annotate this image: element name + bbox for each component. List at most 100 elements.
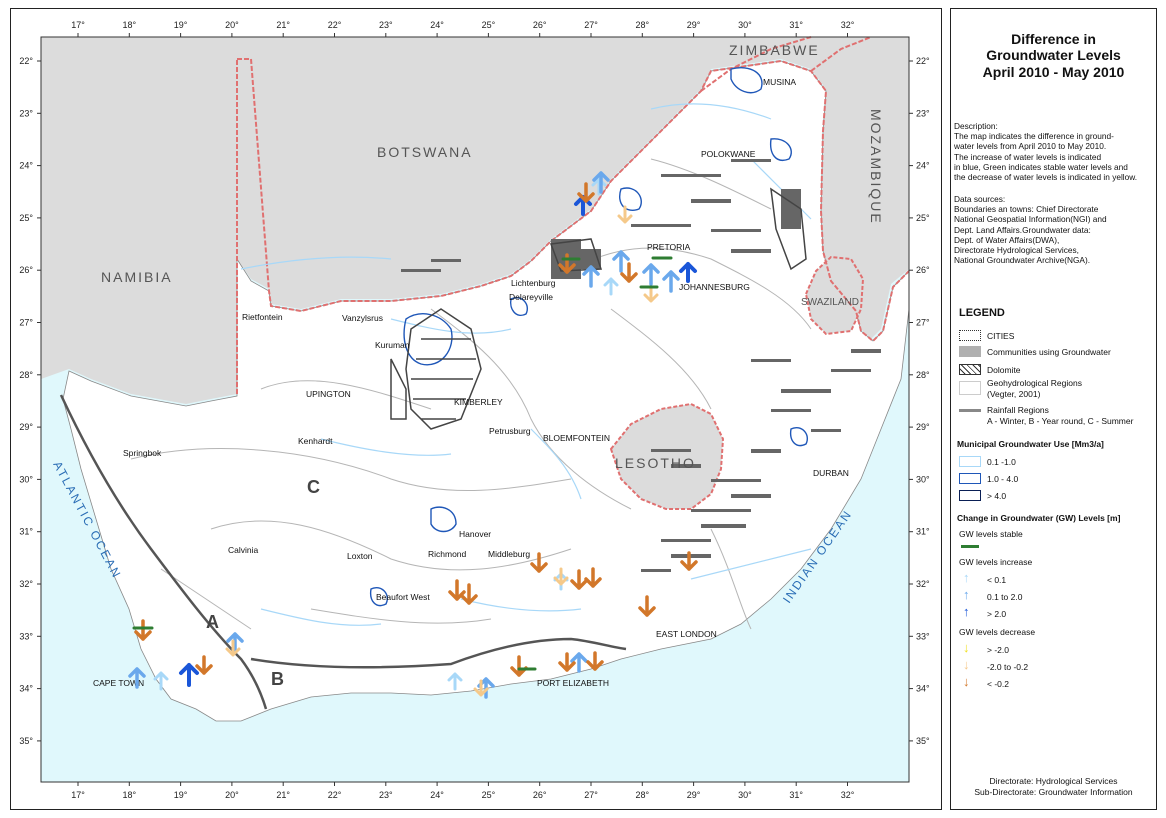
border-line <box>700 36 812 92</box>
gw-decrease-small-arrow <box>620 262 638 283</box>
latitude-tick-label: 23° <box>916 108 930 118</box>
latitude-tick-label: 31° <box>19 527 33 537</box>
gw-decrease-small-arrow <box>638 595 656 617</box>
data-sources: Data sources: Boundaries an towns: Chief… <box>954 194 1107 266</box>
latitude-tick-label: 24° <box>916 161 930 171</box>
longitude-tick-label: 20° <box>225 20 239 30</box>
gw-decrease-small-arrow <box>195 655 213 675</box>
longitude-tick-label: 31° <box>789 20 803 30</box>
gw-decrease-small-arrow <box>586 651 604 671</box>
map-title-line-3: April 2010 - May 2010 <box>982 64 1125 80</box>
longitude-tick-label: 19° <box>174 20 188 30</box>
map-description: Description: The map indicates the diffe… <box>954 121 1138 183</box>
footer-sub-directorate: Sub-Directorate: Groundwater Information <box>974 787 1133 797</box>
city-vanzylsrus: Vanzylsrus <box>342 313 383 323</box>
longitude-tick-label: 17° <box>71 790 85 800</box>
border-line <box>810 36 872 72</box>
gw-increase-mid-arrow <box>582 265 600 288</box>
municipal-use-title: Municipal Groundwater Use [Mm3/a] <box>957 439 1104 449</box>
rainfall-swatch <box>959 409 981 412</box>
arrow-up-icon: ↑ <box>963 587 970 602</box>
longitude-tick-label: 17° <box>71 20 85 30</box>
gw-increase-small-arrow <box>447 672 463 691</box>
cities-swatch <box>959 330 981 341</box>
longitude-ticks-bottom: 17° 18° 19° 20° 21° 22° 23° 24° 25° 26° 27° 28° 29° 3… <box>71 782 855 800</box>
longitude-tick-label: 19° <box>174 790 188 800</box>
city-polokwane: POLOKWANE <box>701 149 756 159</box>
arrow-up-icon: ↑ <box>963 604 970 619</box>
city-kenhardt: Kenhardt <box>298 436 333 446</box>
gw-increase-small-arrow <box>603 277 619 296</box>
latitude-tick-label: 27° <box>19 318 33 328</box>
swaziland-region <box>804 255 865 336</box>
longitude-tick-label: 22° <box>328 790 342 800</box>
longitude-tick-label: 32° <box>841 790 855 800</box>
longitude-tick-label: 24° <box>430 790 444 800</box>
gw-increase-mid-arrow <box>642 263 660 286</box>
rainfall-region-label-b: B <box>271 669 284 689</box>
rainfall-region-label-c: C <box>307 477 320 497</box>
municipal-use-outlines <box>369 67 808 607</box>
latitude-tick-label: 33° <box>19 631 33 641</box>
gw-stable-heading: GW levels stable <box>959 529 1023 539</box>
country-label-swaziland: SWAZILAND <box>801 297 859 308</box>
longitude-tick-label: 32° <box>841 20 855 30</box>
arrow-up-icon: ↑ <box>963 570 970 585</box>
gw-increase-label-1: < 0.1 <box>987 575 1007 585</box>
gw-decrease-label-1: > -2.0 <box>987 645 1009 655</box>
longitude-tick-label: 30° <box>738 20 752 30</box>
gw-change-title: Change in Groundwater (GW) Levels [m] <box>957 513 1121 523</box>
city-calvinia: Calvinia <box>228 545 259 555</box>
geohydro-swatch <box>959 381 981 395</box>
dolomite-label: Dolomite <box>987 365 1021 375</box>
arrow-down-icon: ↓ <box>963 657 970 672</box>
gw-increase-mid-arrow <box>226 632 244 653</box>
longitude-tick-label: 25° <box>482 790 496 800</box>
longitude-tick-label: 29° <box>687 20 701 30</box>
city-bloemfontein: BLOEMFONTEIN <box>543 433 610 443</box>
country-label-lesotho: LESOTHO <box>615 455 696 471</box>
longitude-tick-label: 28° <box>635 790 649 800</box>
latitude-tick-label: 30° <box>916 474 930 484</box>
city-hanover: Hanover <box>459 529 491 539</box>
gw-decrease-mid-arrow <box>225 639 241 657</box>
city-richmond: Richmond <box>428 549 467 559</box>
city-johannesburg: JOHANNESBURG <box>679 282 750 292</box>
latitude-tick-label: 35° <box>19 736 33 746</box>
longitude-tick-label: 18° <box>122 790 136 800</box>
muni-swatch-2 <box>959 473 981 484</box>
rainfall-region-lines <box>59 394 627 710</box>
city-lichtenburg: Lichtenburg <box>511 278 556 288</box>
city-musina: MUSINA <box>763 77 796 87</box>
city-durban: DURBAN <box>813 468 849 478</box>
gw-decrease-small-arrow <box>530 552 548 573</box>
gw-decrease-small-arrow <box>134 619 152 641</box>
longitude-tick-label: 25° <box>482 20 496 30</box>
gw-decrease-mid-arrow <box>617 205 633 224</box>
lesotho-region <box>609 402 725 510</box>
country-label-mozambique: MOZAMBIQUE <box>868 109 884 225</box>
map-canvas[interactable]: A B C ZIMBABWE BOTSWANA NAMIBIA MOZAMBIQ… <box>11 9 941 809</box>
longitude-tick-label: 24° <box>430 20 444 30</box>
longitude-tick-label: 28° <box>635 20 649 30</box>
latitude-ticks-right: 22° 23° 24° 25° 26° 27° 28° 29° 30° 31° 32° 33° 34° 3… <box>909 56 930 746</box>
gw-decrease-mid-arrow <box>553 567 569 586</box>
gw-decrease-heading: GW levels decrease <box>959 627 1036 637</box>
latitude-tick-label: 22° <box>916 56 930 66</box>
rainfall-label-2: A - Winter, B - Year round, C - Summer <box>987 416 1134 426</box>
latitude-tick-label: 25° <box>916 213 930 223</box>
city-kuruman: Kuruman <box>375 340 410 350</box>
gw-decrease-label-2: -2.0 to -0.2 <box>987 662 1029 672</box>
latitude-tick-label: 30° <box>19 474 33 484</box>
communities-label: Communities using Groundwater <box>987 347 1111 357</box>
muni-swatch-3 <box>959 490 981 501</box>
longitude-tick-label: 21° <box>276 20 290 30</box>
longitude-tick-label: 26° <box>533 20 547 30</box>
dolomite-areas <box>390 187 807 430</box>
latitude-tick-label: 34° <box>916 684 930 694</box>
gw-decrease-small-arrow <box>577 182 595 203</box>
gw-increase-heading: GW levels increase <box>959 557 1033 567</box>
map-title-line-1: Difference in <box>1011 31 1096 47</box>
geohydro-label-2: (Vegter, 2001) <box>987 389 1041 399</box>
city-cape-town: CAPE TOWN <box>93 678 144 688</box>
